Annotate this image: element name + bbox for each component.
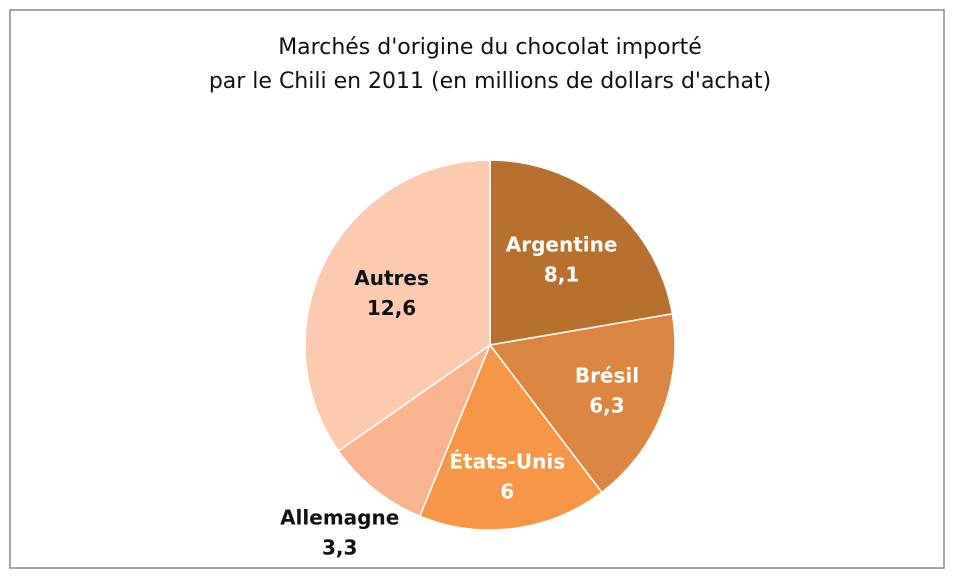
slice-value: 3,3 <box>322 535 357 559</box>
slice-label: Allemagne <box>280 505 399 529</box>
slice-label: États-Unis <box>449 450 565 474</box>
pie-slice <box>488 313 676 494</box>
pie-slice <box>418 343 603 531</box>
chart-title: Marchés d'origine du chocolat importé <box>278 35 702 60</box>
pie-slice <box>337 342 492 518</box>
slice-value: 6 <box>500 480 514 504</box>
slice-label: Brésil <box>575 364 639 388</box>
slice-value: 12,6 <box>367 296 416 320</box>
slice-label: Autres <box>354 266 429 290</box>
pie-slice <box>489 159 674 346</box>
slice-value: 6,3 <box>589 394 624 418</box>
slice-value: 8,1 <box>544 263 579 287</box>
pie-slice <box>304 159 491 453</box>
chart-title: par le Chili en 2011 (en millions de dol… <box>209 69 771 94</box>
slice-label: Argentine <box>506 233 618 257</box>
